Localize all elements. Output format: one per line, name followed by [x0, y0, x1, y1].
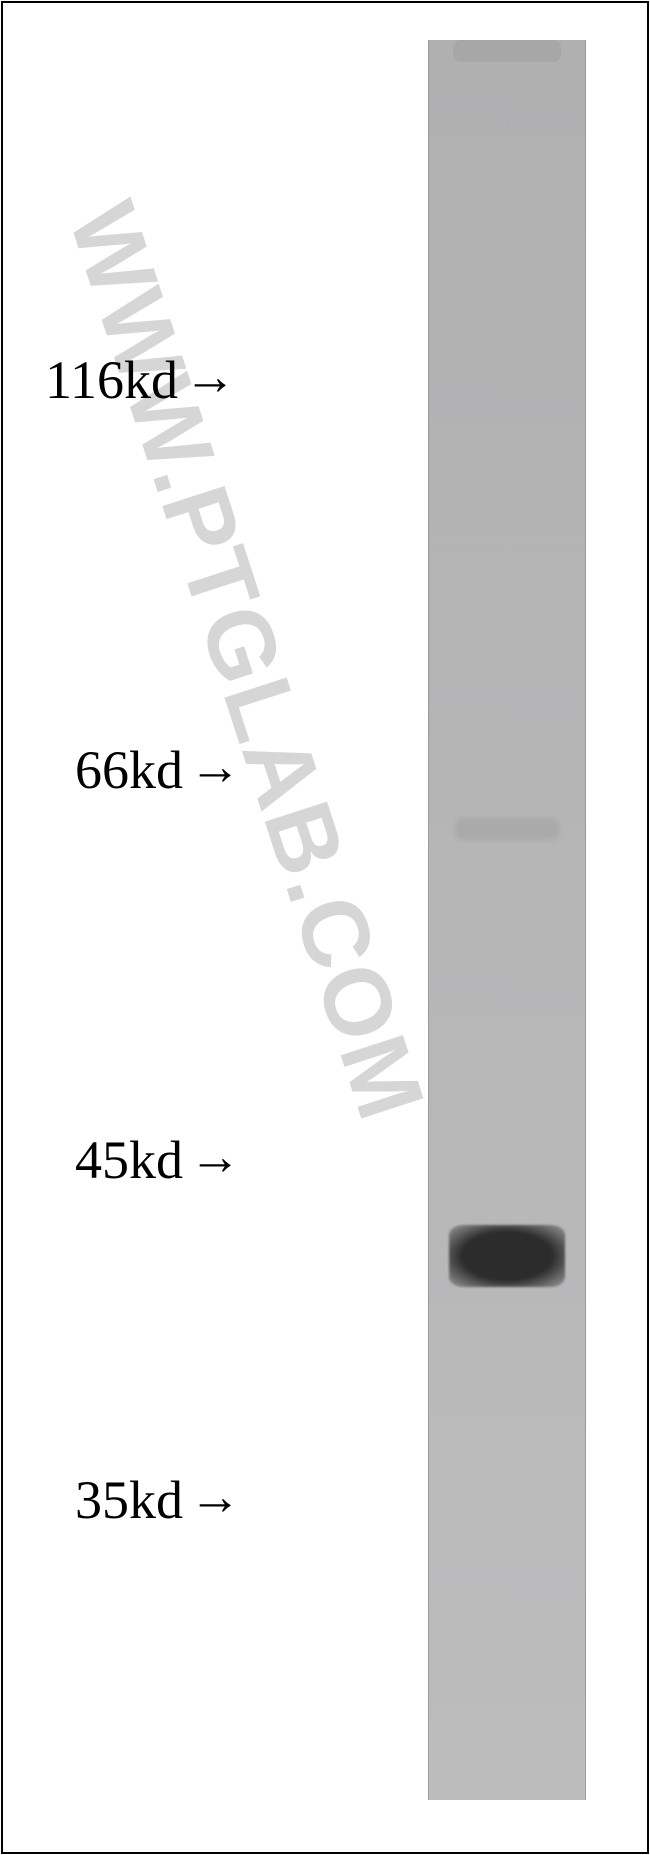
arrow-right-icon: →	[189, 742, 241, 794]
protein-band-faint	[455, 818, 559, 840]
arrow-right-icon: →	[189, 1472, 241, 1524]
arrow-right-icon: →	[189, 1132, 241, 1184]
mw-marker-66kd: 66kd→	[75, 743, 241, 797]
protein-band-main	[449, 1225, 565, 1287]
mw-marker-label: 35kd	[75, 1473, 183, 1527]
arrow-right-icon: →	[184, 352, 236, 404]
mw-marker-45kd: 45kd→	[75, 1133, 241, 1187]
mw-marker-label: 45kd	[75, 1133, 183, 1187]
mw-marker-label: 66kd	[75, 743, 183, 797]
blot-lane	[428, 40, 586, 1800]
mw-marker-35kd: 35kd→	[75, 1473, 241, 1527]
mw-marker-label: 116kd	[45, 353, 178, 407]
mw-marker-116kd: 116kd→	[45, 353, 236, 407]
blot-figure: WWW.PTGLAB.COM 116kd→66kd→45kd→35kd→	[0, 0, 650, 1855]
